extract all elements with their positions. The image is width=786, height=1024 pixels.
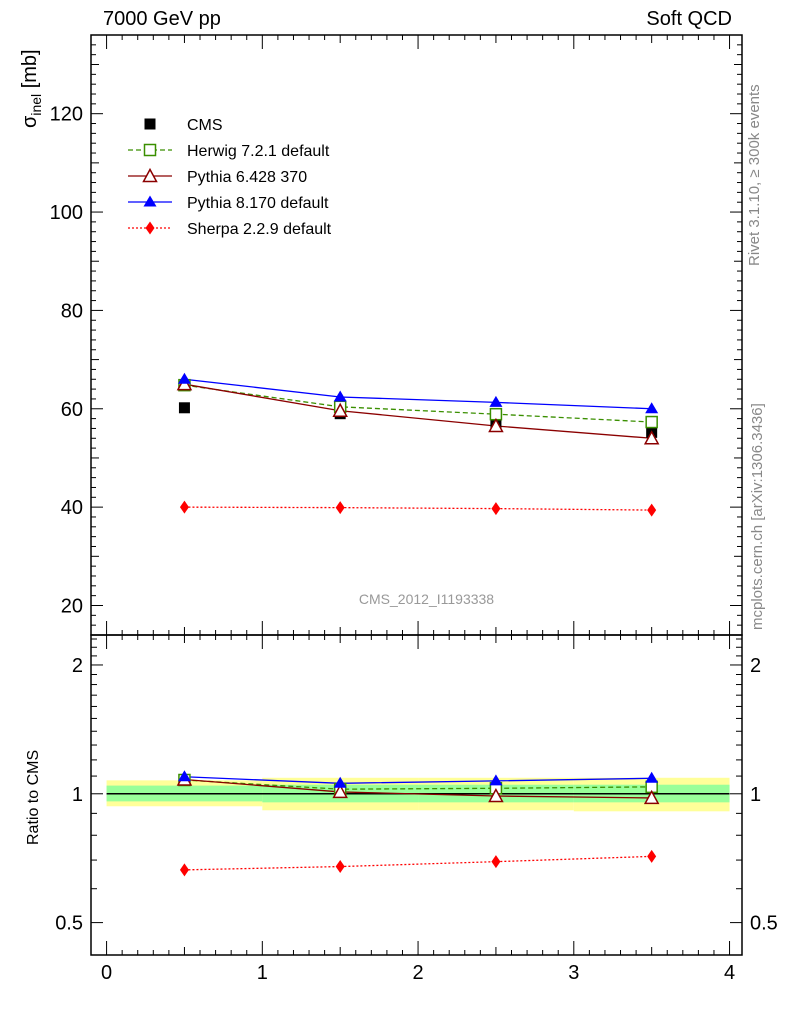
main-y-tick-label: 60 bbox=[61, 399, 83, 421]
data-point-diamond-filled-marker bbox=[179, 863, 189, 877]
ratio-y-tick-label: 0.5 bbox=[55, 913, 83, 935]
data-point-triangle-open-marker bbox=[332, 402, 348, 417]
data-point-triangle-open-marker bbox=[643, 430, 660, 445]
main-y-tick-label: 100 bbox=[50, 202, 83, 224]
data-point-triangle-filled-marker bbox=[143, 195, 157, 207]
data-point-triangle-open-marker bbox=[488, 417, 504, 433]
data-point-square-filled-marker bbox=[144, 118, 156, 130]
analysis-watermark: CMS_2012_I1193338 bbox=[359, 591, 494, 607]
header-right: Soft QCD bbox=[646, 8, 732, 30]
data-point-square-open-marker bbox=[645, 415, 658, 429]
data-point-triangle-filled-marker bbox=[333, 390, 347, 402]
main-y-axis-title: σinel [mb] bbox=[19, 49, 44, 128]
series-line bbox=[184, 855, 652, 871]
ratio-y-axis-title: Ratio to CMS bbox=[25, 750, 42, 845]
main-y-tick-label: 20 bbox=[61, 595, 83, 617]
data-point-diamond-filled-marker bbox=[335, 501, 345, 515]
data-point-triangle-open-marker bbox=[643, 789, 660, 805]
ratio-y-tick-label: 2 bbox=[72, 655, 83, 677]
data-point-triangle-open-marker bbox=[332, 783, 348, 799]
series-line bbox=[184, 378, 652, 410]
data-point-diamond-filled-marker bbox=[179, 500, 189, 514]
series-line bbox=[184, 506, 652, 511]
data-point-triangle-filled-marker bbox=[489, 395, 503, 407]
series-line bbox=[184, 778, 652, 799]
series-line bbox=[184, 776, 652, 784]
series-line bbox=[184, 779, 652, 790]
data-point-triangle-open-marker bbox=[488, 787, 504, 803]
data-point-triangle-filled-marker bbox=[645, 771, 659, 783]
data-point-triangle-filled-marker bbox=[333, 776, 347, 788]
x-tick-label: 4 bbox=[724, 962, 735, 984]
ratio-plot-frame bbox=[90, 634, 743, 956]
header-left: 7000 GeV pp bbox=[103, 8, 221, 30]
series-line bbox=[184, 383, 652, 439]
data-point-diamond-filled-marker bbox=[335, 860, 345, 874]
ratio-y-tick-label-right: 1 bbox=[750, 784, 761, 806]
legend-label: Sherpa 2.2.9 default bbox=[187, 221, 332, 238]
data-point-triangle-filled-marker bbox=[177, 770, 191, 782]
legend-label: Pythia 6.428 370 bbox=[187, 169, 307, 186]
main-y-tick-label: 80 bbox=[61, 300, 83, 322]
main-y-tick-label: 120 bbox=[50, 104, 83, 126]
x-tick-label: 1 bbox=[257, 962, 268, 984]
data-point-triangle-open-marker bbox=[142, 167, 158, 183]
ratio-y-tick-label-right: 2 bbox=[750, 655, 761, 677]
data-point-triangle-filled-marker bbox=[177, 372, 191, 384]
data-point-triangle-filled-marker bbox=[489, 774, 503, 786]
legend-label: CMS bbox=[187, 117, 223, 134]
series-line bbox=[184, 384, 652, 423]
x-tick-label: 2 bbox=[412, 962, 423, 984]
data-point-square-open-marker bbox=[143, 143, 157, 157]
data-point-diamond-filled-marker bbox=[491, 855, 501, 869]
ratio-y-tick-label: 1 bbox=[72, 784, 83, 806]
x-tick-label: 0 bbox=[101, 962, 112, 984]
main-y-tick-label: 40 bbox=[61, 497, 83, 519]
data-point-diamond-filled-marker bbox=[145, 221, 155, 235]
legend-label: Herwig 7.2.1 default bbox=[187, 143, 330, 160]
data-point-square-filled-marker bbox=[178, 402, 190, 414]
data-point-diamond-filled-marker bbox=[647, 503, 657, 517]
ratio-y-tick-label-right: 0.5 bbox=[750, 913, 778, 935]
data-point-diamond-filled-marker bbox=[647, 849, 657, 863]
x-tick-label: 3 bbox=[568, 962, 579, 984]
legend-label: Pythia 8.170 default bbox=[187, 195, 329, 212]
data-point-triangle-filled-marker bbox=[645, 402, 659, 414]
data-point-diamond-filled-marker bbox=[491, 502, 501, 516]
